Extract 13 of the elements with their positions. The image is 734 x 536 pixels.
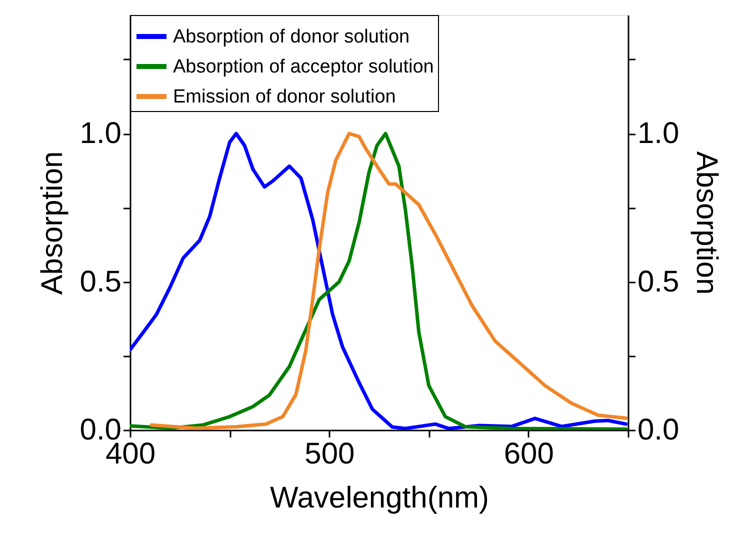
x-tick-label: 600 [504, 438, 554, 470]
y-tick-label: 0.5 [80, 265, 122, 298]
y2-tick-label: 1.0 [638, 117, 680, 150]
y2-tick-label: 0.5 [638, 265, 680, 298]
legend-label: Emission of donor solution [173, 86, 396, 108]
x-axis-title: Wavelength(nm) [270, 482, 489, 514]
legend-label: Absorption of acceptor solution [173, 56, 434, 78]
x-tick-label: 500 [304, 438, 355, 470]
y-axis-title: Absorption [36, 151, 69, 295]
y2-tick-label: 0.0 [638, 414, 680, 446]
legend-label: Absorption of donor solution [173, 26, 410, 48]
y2-axis-title: Absorption [690, 151, 724, 295]
y-tick-label: 1.0 [80, 117, 122, 150]
